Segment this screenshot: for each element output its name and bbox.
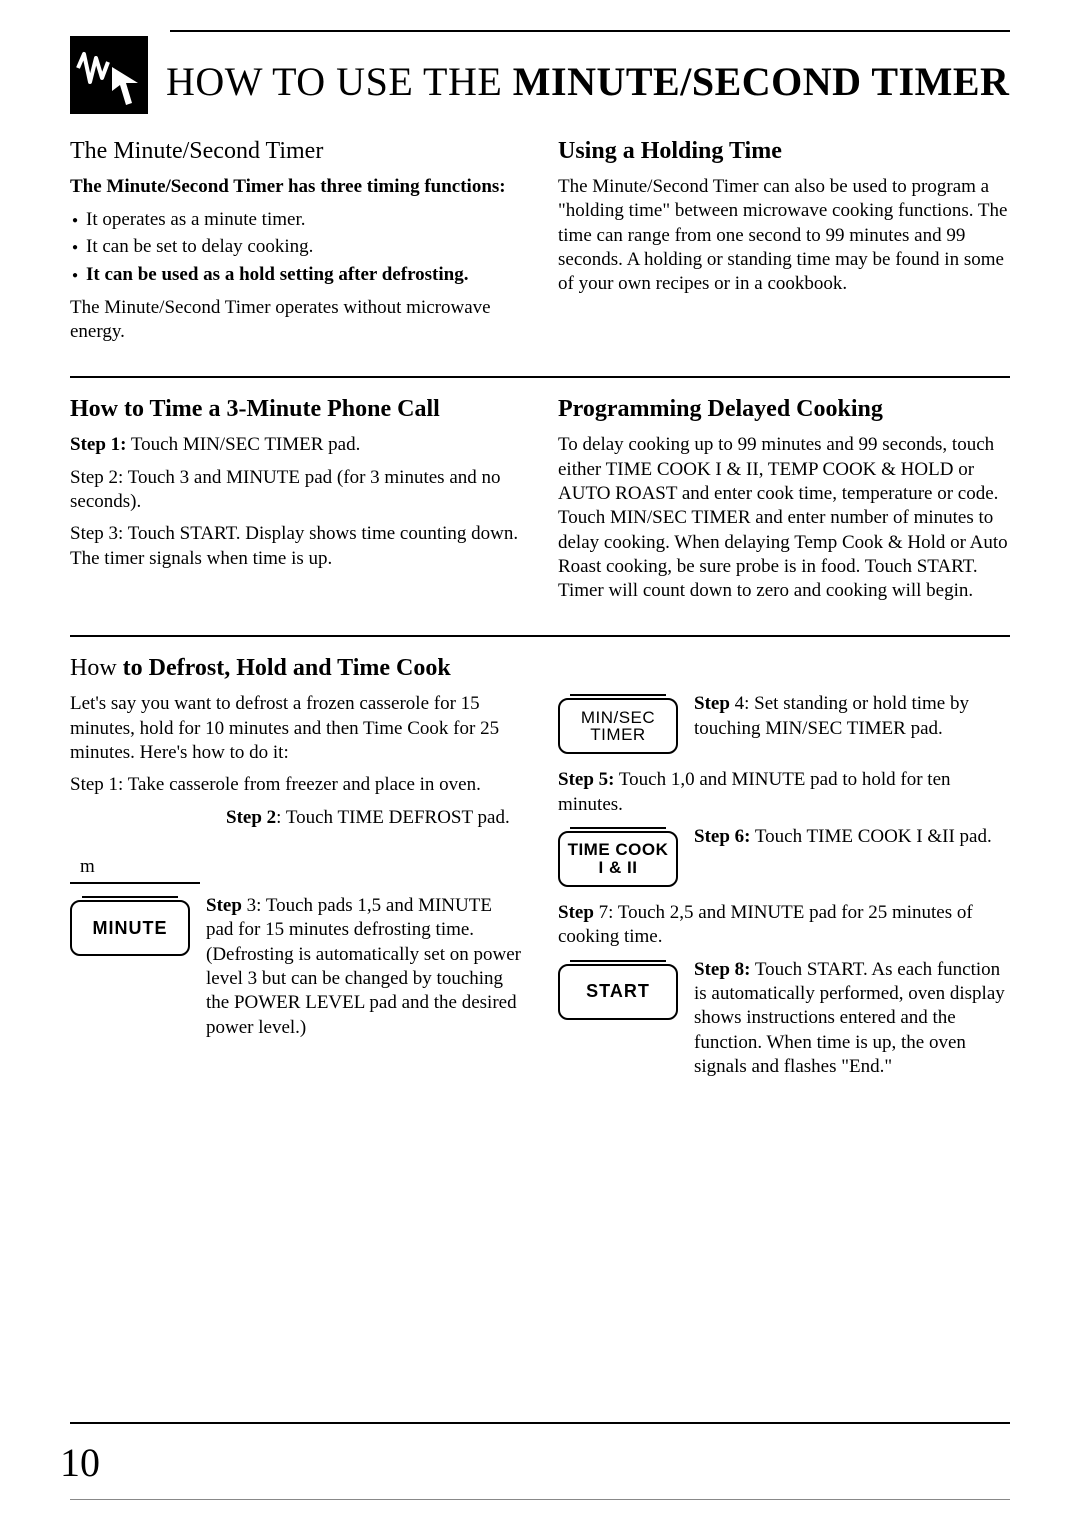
step-label: Step 8: <box>694 959 750 980</box>
pad-label-line2: I & II <box>599 859 638 877</box>
divider <box>70 635 1010 637</box>
s2-step1: Step 1: Touch MIN/SEC TIMER pad. <box>70 433 522 457</box>
minsec-timer-pad: MIN/SEC TIMER <box>558 698 678 754</box>
footer-rule-bottom <box>70 1499 1010 1500</box>
s3-heading-bold: to Defrost, Hold and Time Cook <box>123 655 451 681</box>
bullet-item: It operates as a minute timer. <box>72 207 522 233</box>
title-prefix: HOW TO USE THE <box>166 59 513 104</box>
s3-step4: Step 4: Set standing or hold time by tou… <box>694 692 1010 741</box>
step-label: Step 2 <box>226 807 276 828</box>
s1-left-heading: The Minute/Second Timer <box>70 138 522 165</box>
s3-step6: Step 6: Touch TIME COOK I &II pad. <box>694 825 1010 849</box>
s3-intro: Let's say you want to defrost a frozen c… <box>70 692 522 765</box>
s3-step2: Step 2: Touch TIME DEFROST pad. <box>226 806 522 830</box>
s3-step3: Step 3: Touch pads 1,5 and MINUTE pad fo… <box>206 894 522 1040</box>
section-3-cols: Let's say you want to defrost a frozen c… <box>70 692 1010 1101</box>
logo-icon <box>70 36 148 114</box>
step-text: Touch TIME COOK I &II pad. <box>750 826 991 847</box>
step-label: Step <box>694 693 735 714</box>
page-title: HOW TO USE THE MINUTE/SECOND TIMER <box>166 58 1009 105</box>
step-label: Step 1: <box>70 434 126 455</box>
section-2-left: How to Time a 3-Minute Phone Call Step 1… <box>70 396 522 611</box>
pad-label-line1: TIME COOK <box>568 841 669 859</box>
minute-pad: MINUTE <box>70 900 190 956</box>
section-3-left: Let's say you want to defrost a frozen c… <box>70 692 522 1101</box>
m-rule <box>70 882 200 884</box>
s1-left-para: The Minute/Second Timer operates without… <box>70 296 522 345</box>
title-bold: MINUTE/SECOND TIMER <box>513 59 1010 104</box>
s1-left-subhead: The Minute/Second Timer has three timing… <box>70 175 522 199</box>
s3-step3-row: MINUTE Step 3: Touch pads 1,5 and MINUTE… <box>70 894 522 1048</box>
start-pad: START <box>558 964 678 1020</box>
s2-right-heading: Programming Delayed Cooking <box>558 396 1010 423</box>
s3-step8: Step 8: Touch START. As each function is… <box>694 958 1010 1080</box>
s3-step6-row: TIME COOK I & II Step 6: Touch TIME COOK… <box>558 825 1010 887</box>
pad-label-line2: TIMER <box>590 726 645 744</box>
step-text: : Touch TIME DEFROST pad. <box>276 807 510 828</box>
m-block: m <box>70 856 522 884</box>
bullet-item-bold: It can be used as a hold setting after d… <box>86 264 468 285</box>
s2-right-para: To delay cooking up to 99 minutes and 99… <box>558 433 1010 603</box>
pad-label: START <box>586 982 650 1001</box>
s2-left-heading: How to Time a 3-Minute Phone Call <box>70 396 522 423</box>
pad-label: MINUTE <box>93 919 168 938</box>
step-label: Step 5: <box>558 769 614 790</box>
section-2: How to Time a 3-Minute Phone Call Step 1… <box>70 396 1010 611</box>
step-num: 7 <box>599 902 609 923</box>
step-num: 4 <box>735 693 745 714</box>
time-cook-pad: TIME COOK I & II <box>558 831 678 887</box>
step-text: Touch MIN/SEC TIMER pad. <box>126 434 360 455</box>
section-1: The Minute/Second Timer The Minute/Secon… <box>70 138 1010 352</box>
s3-step7: Step 7: Touch 2,5 and MINUTE pad for 25 … <box>558 901 1010 950</box>
section-1-right: Using a Holding Time The Minute/Second T… <box>558 138 1010 352</box>
pad-label-line1: MIN/SEC <box>581 709 655 727</box>
s3-step4-row: MIN/SEC TIMER Step 4: Set standing or ho… <box>558 692 1010 754</box>
s3-heading-prefix: How <box>70 655 123 681</box>
section-3: How to Defrost, Hold and Time Cook Let's… <box>70 655 1010 1101</box>
section-2-right: Programming Delayed Cooking To delay coo… <box>558 396 1010 611</box>
step-label: Step <box>558 902 599 923</box>
section-3-right: MIN/SEC TIMER Step 4: Set standing or ho… <box>558 692 1010 1101</box>
s1-right-para: The Minute/Second Timer can also be used… <box>558 175 1010 297</box>
step-label: Step <box>206 895 247 916</box>
step-text: Touch 1,0 and MINUTE pad to hold for ten… <box>558 769 951 814</box>
page-number: 10 <box>60 1439 100 1486</box>
bullet-item: It can be set to delay cooking. <box>72 234 522 260</box>
footer-rule-top <box>70 1422 1010 1424</box>
s3-step8-row: START Step 8: Touch START. As each funct… <box>558 958 1010 1088</box>
s2-step3: Step 3: Touch START. Display shows time … <box>70 522 522 571</box>
m-letter: m <box>80 856 522 878</box>
s3-heading: How to Defrost, Hold and Time Cook <box>70 655 1010 682</box>
s3-step2-row: Step 2: Touch TIME DEFROST pad. <box>70 806 522 838</box>
divider <box>70 376 1010 378</box>
step-num: 3 <box>247 895 257 916</box>
s1-bullets: It operates as a minute timer. It can be… <box>70 207 522 288</box>
step-text: : Touch 2,5 and MINUTE pad for 25 minute… <box>558 902 973 947</box>
s3-step5: Step 5: Touch 1,0 and MINUTE pad to hold… <box>558 768 1010 817</box>
s2-step2: Step 2: Touch 3 and MINUTE pad (for 3 mi… <box>70 466 522 515</box>
step-text: : Touch pads 1,5 and MINUTE pad for 15 m… <box>206 895 521 1038</box>
s3-step1: Step 1: Take casserole from freezer and … <box>70 773 522 797</box>
header: HOW TO USE THE MINUTE/SECOND TIMER <box>70 36 1010 114</box>
step-label: Step 6: <box>694 826 750 847</box>
section-1-left: The Minute/Second Timer The Minute/Secon… <box>70 138 522 352</box>
s1-right-heading: Using a Holding Time <box>558 138 1010 165</box>
top-rule <box>170 30 1010 32</box>
bullet-item: It can be used as a hold setting after d… <box>72 262 522 288</box>
